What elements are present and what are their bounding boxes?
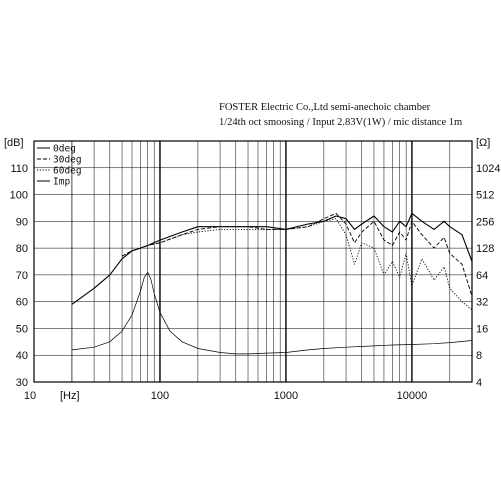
plot-frame xyxy=(33,140,473,383)
right-tick-label: 256 xyxy=(476,216,494,228)
y-tick-label: 110 xyxy=(10,163,28,175)
series-line-imp xyxy=(71,271,473,355)
legend-label: 30deg xyxy=(53,155,82,166)
grid-lines xyxy=(34,141,473,382)
x-tick-label: 10000 xyxy=(397,390,428,402)
legend-label: 60deg xyxy=(53,166,82,177)
right-tick-label: 128 xyxy=(476,243,494,255)
right-tick-label: 1024 xyxy=(476,163,500,175)
tick-labels: 30 40 50 60 70 80 90 100 110 4 8 16 32 64 128 256 512 102… xyxy=(10,163,501,402)
y-tick-label: 50 xyxy=(16,323,28,335)
series-lines xyxy=(71,212,473,355)
right-tick-label: 4 xyxy=(476,377,482,389)
x-axis-unit: [Hz] xyxy=(60,390,80,402)
legend-label: Imp xyxy=(53,177,70,188)
y-axis-unit-left: [dB] xyxy=(4,137,24,149)
right-tick-label: 16 xyxy=(476,323,488,335)
x-tick-label: 100 xyxy=(151,390,169,402)
right-tick-label: 64 xyxy=(476,270,488,282)
legend-label: 0deg xyxy=(53,144,76,155)
series-line-30deg xyxy=(121,212,473,297)
header-line-2: 1/24th oct smoosing / Input 2.83V(1W) / … xyxy=(219,117,462,128)
y-tick-label: 80 xyxy=(16,243,28,255)
y-tick-label: 70 xyxy=(16,270,28,282)
y-tick-label: 30 xyxy=(16,377,28,389)
x-tick-label: 1000 xyxy=(274,390,298,402)
series-line-60deg xyxy=(121,218,473,311)
header-line-1: FOSTER Electric Co.,Ltd semi-anechoic ch… xyxy=(219,102,431,113)
y-axis-unit-right: [Ω] xyxy=(476,137,490,149)
right-tick-label: 32 xyxy=(476,297,488,309)
x-tick-label: 10 xyxy=(24,390,36,402)
y-tick-label: 100 xyxy=(10,190,28,202)
y-tick-label: 60 xyxy=(16,297,28,309)
y-tick-label: 90 xyxy=(16,216,28,228)
y-tick-label: 40 xyxy=(16,350,28,362)
right-tick-label: 512 xyxy=(476,190,494,202)
right-tick-label: 8 xyxy=(476,350,482,362)
